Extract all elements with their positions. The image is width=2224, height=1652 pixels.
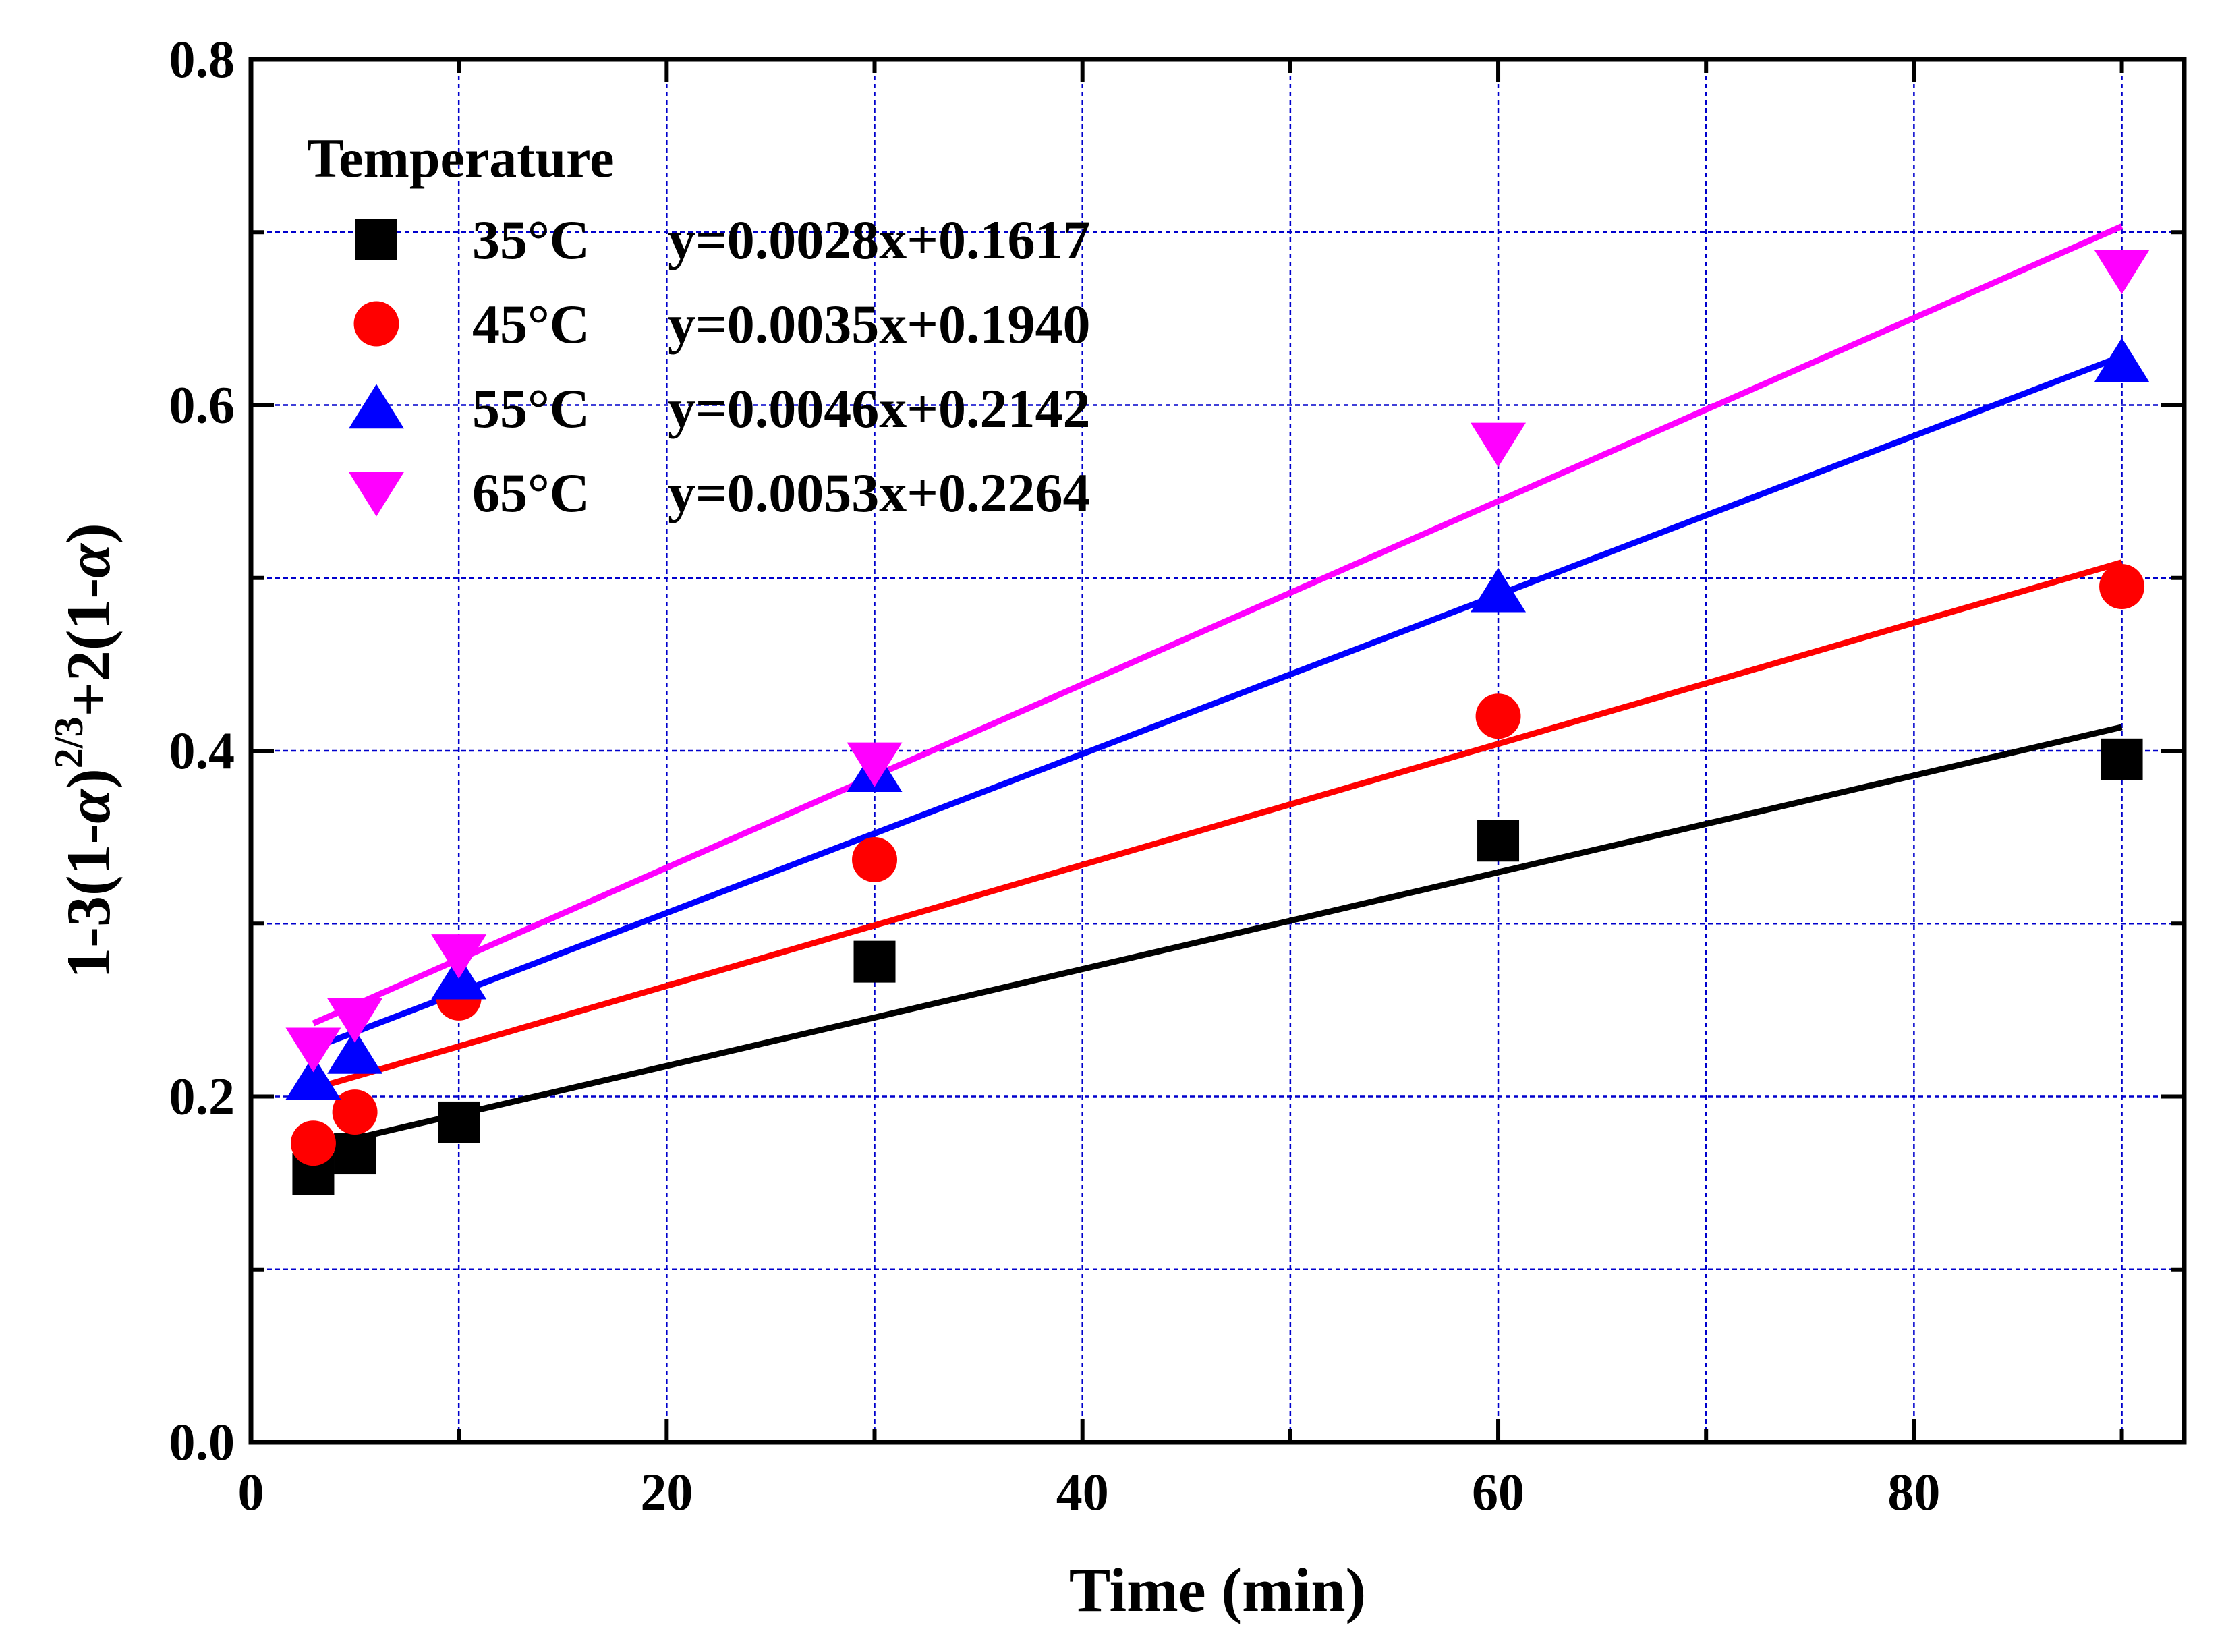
data-point-55°C-3	[285, 1055, 341, 1100]
legend-title: Temperature	[307, 127, 614, 189]
y-axis-title-part2: )	[54, 768, 123, 789]
legend-equation-45°C: y=0.0035x+0.1940	[668, 293, 1090, 355]
y-tick-label-0.4: 0.4	[169, 721, 235, 780]
data-point-35°C-60	[1477, 820, 1520, 862]
y-axis-title-alpha2: α	[54, 542, 123, 578]
legend-label-65°C: 65°C	[472, 462, 590, 523]
legend-marker-55°C	[349, 384, 404, 429]
data-point-55°C-60	[1471, 567, 1527, 613]
data-point-65°C-5	[327, 998, 383, 1043]
legend-label-35°C: 35°C	[472, 209, 590, 270]
legend-marker-65°C	[349, 472, 404, 517]
fit-lines	[312, 223, 2123, 1151]
x-tick-label-40: 40	[1056, 1462, 1109, 1521]
legend-equation-35°C: y=0.0028x+0.1617	[668, 209, 1090, 270]
y-tick-label-0.6: 0.6	[169, 376, 235, 434]
fit-line-65°C	[312, 223, 2123, 1027]
fit-line-55°C	[312, 353, 2123, 1051]
data-point-45°C-30	[852, 836, 897, 882]
x-tick-label-20: 20	[640, 1462, 693, 1521]
y-axis-title-part1: 1-3(1-	[54, 824, 123, 979]
y-axis-title-part4: )	[54, 523, 123, 544]
grid-lines	[251, 59, 2184, 1442]
x-tick-label-60: 60	[1472, 1462, 1524, 1521]
data-point-65°C-90	[2094, 250, 2150, 295]
data-points	[285, 250, 2150, 1195]
data-point-35°C-90	[2101, 738, 2143, 780]
legend-equation-65°C: y=0.0053x+0.2264	[668, 462, 1090, 523]
legend-equation-55°C: y=0.0046x+0.2142	[668, 378, 1090, 439]
legend-marker-45°C	[353, 301, 399, 347]
data-point-65°C-10	[431, 934, 487, 979]
legend-label-45°C: 45°C	[472, 293, 590, 355]
data-point-45°C-60	[1475, 693, 1521, 739]
x-tick-label-0: 0	[238, 1462, 264, 1521]
fit-line-35°C	[312, 724, 2123, 1151]
data-point-35°C-30	[853, 940, 896, 983]
data-point-65°C-60	[1471, 422, 1527, 467]
data-point-45°C-5	[332, 1089, 378, 1135]
fit-line-45°C	[312, 559, 2123, 1092]
data-point-65°C-3	[285, 1027, 341, 1073]
y-axis-title-sup: 2/3	[47, 717, 91, 769]
y-axis-title-alpha1: α	[54, 788, 123, 824]
y-tick-label-0.2: 0.2	[169, 1067, 235, 1126]
legend: Temperature 35°C y=0.0028x+0.1617 45°C y=0.…	[307, 127, 1090, 523]
data-point-55°C-5	[327, 1029, 383, 1074]
legend-label-55°C: 55°C	[472, 378, 590, 439]
y-tick-label-0.8: 0.8	[169, 30, 235, 88]
y-tick-label-0: 0.0	[169, 1413, 235, 1471]
legend-marker-35°C	[355, 219, 397, 260]
x-tick-label-80: 80	[1887, 1462, 1940, 1521]
data-point-35°C-5	[334, 1133, 376, 1175]
y-axis-title: 1-3(1-α)2/3+2(1-α)	[47, 523, 123, 978]
y-axis-title-part3: +2(1-	[54, 578, 123, 717]
x-axis-title: Time (min)	[1069, 1556, 1366, 1624]
data-point-45°C-90	[2099, 564, 2145, 610]
data-point-45°C-3	[290, 1120, 336, 1166]
data-point-35°C-10	[438, 1101, 480, 1143]
axis-ticks: 0 20 40 60 80 0.0 0.2 0.4 0.6 0.8	[169, 30, 2184, 1521]
data-point-55°C-90	[2094, 337, 2150, 382]
data-point-65°C-30	[847, 742, 903, 787]
